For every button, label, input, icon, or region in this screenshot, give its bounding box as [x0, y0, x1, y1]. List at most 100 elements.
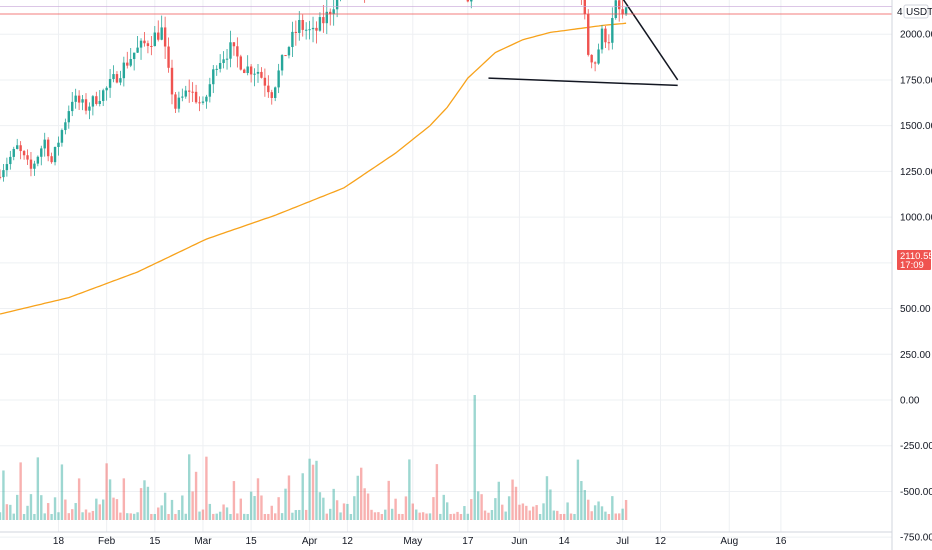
volume-bar — [215, 513, 218, 520]
price-tag-background — [897, 250, 931, 270]
candle-body — [318, 17, 322, 31]
volume-bar — [569, 513, 573, 520]
candle-body — [583, 0, 586, 15]
volume-bar — [566, 502, 569, 520]
candle-body — [46, 139, 50, 157]
time-tick-label: 12 — [655, 536, 667, 547]
volume-bar — [483, 510, 487, 520]
candle-body — [263, 77, 267, 86]
volume-bar — [624, 499, 628, 520]
volume-bar — [150, 513, 153, 520]
volume-bar — [157, 507, 160, 520]
volume-bar — [304, 509, 308, 520]
candle-body — [12, 148, 15, 157]
price-axis[interactable]: 4500.004250.004000.003750.003500.003250.… — [891, 0, 932, 550]
volume-bar — [229, 513, 232, 520]
volume-bar — [442, 494, 445, 520]
candle-body — [150, 46, 153, 48]
price-tick-label: 1250.00 — [900, 167, 932, 178]
candle-body — [119, 78, 122, 83]
volume-bar — [205, 456, 208, 520]
candle-body — [0, 176, 2, 178]
volume-bar — [425, 513, 428, 520]
volume-bar — [590, 511, 593, 520]
candle-body — [50, 156, 53, 163]
candle-body — [270, 92, 273, 98]
volume-bar — [249, 491, 253, 520]
volume-bar — [504, 511, 507, 520]
volume-bar — [84, 509, 88, 520]
candle-body — [191, 91, 194, 93]
triangle-pattern-lines[interactable] — [488, 0, 679, 87]
volume-bar — [370, 509, 373, 520]
candle-body — [143, 40, 146, 44]
volume-bar — [329, 508, 332, 520]
volume-bar — [112, 497, 115, 520]
candle-body — [88, 106, 91, 111]
candle-body — [112, 74, 115, 80]
time-tick-label: Aug — [720, 536, 738, 547]
volume-bar — [552, 510, 556, 520]
volume-bar — [366, 493, 370, 520]
chart-grid — [0, 0, 892, 538]
candle-body — [291, 31, 294, 48]
volume-bar — [95, 498, 98, 520]
volume-bar — [143, 480, 146, 520]
candle-body — [184, 90, 187, 97]
volume-bar — [421, 512, 425, 520]
candle-body — [587, 14, 590, 55]
volume-bar — [270, 505, 273, 520]
volume-bar — [528, 510, 531, 520]
volume-bar — [170, 499, 174, 520]
candle-body — [332, 9, 335, 15]
volume-bar — [356, 475, 359, 520]
horizontal-support-line — [488, 77, 678, 87]
candle-body — [236, 46, 239, 57]
candle-body — [157, 32, 160, 40]
candle-body — [329, 11, 332, 15]
price-tag-countdown: 17:09 — [900, 260, 924, 271]
volume-bar — [153, 513, 156, 520]
candle-body — [315, 27, 318, 31]
volume-bar — [9, 504, 12, 520]
candle-body — [604, 28, 607, 43]
volume-bar — [256, 478, 260, 520]
volume-bar — [466, 513, 470, 520]
currency-button[interactable]: USDT — [903, 4, 932, 19]
volume-bar — [418, 512, 421, 520]
volume-bar — [387, 480, 390, 520]
candle-body — [146, 43, 150, 47]
volume-bar — [267, 513, 270, 520]
candle-body — [115, 74, 119, 83]
volume-bar — [322, 497, 325, 520]
candle-body — [225, 58, 229, 60]
candle-body — [294, 31, 298, 33]
candle-body — [222, 59, 225, 64]
candle-body — [322, 17, 325, 24]
currency-button-box[interactable] — [903, 4, 929, 19]
candle-body — [325, 11, 328, 24]
volume-bar — [298, 509, 301, 520]
collapse-icon[interactable]: 4 — [897, 7, 903, 18]
currency-label[interactable]: USDT — [906, 7, 932, 18]
candle-body — [57, 142, 60, 148]
candle-body — [153, 32, 156, 47]
volume-bar — [532, 506, 535, 520]
volume-bar — [291, 512, 294, 520]
candle-body — [60, 130, 64, 143]
volume-bar — [583, 490, 586, 520]
time-tick-label: May — [403, 536, 422, 547]
candle-body — [126, 62, 129, 66]
time-axis[interactable]: 18 Feb 15 Mar 15 Apr 12 May 17 Jun 14 Jul 12 Aug 16 — [0, 531, 892, 547]
volume-bar — [428, 513, 432, 520]
candle-body — [311, 27, 315, 30]
volume-bar — [346, 503, 349, 520]
candle-body — [304, 29, 308, 31]
time-tick-label: 15 — [149, 536, 161, 547]
candle-body — [335, 0, 339, 10]
candle-body — [308, 29, 311, 31]
volume-bar — [480, 494, 483, 520]
volume-bar — [225, 507, 229, 520]
candle-body — [256, 71, 260, 74]
